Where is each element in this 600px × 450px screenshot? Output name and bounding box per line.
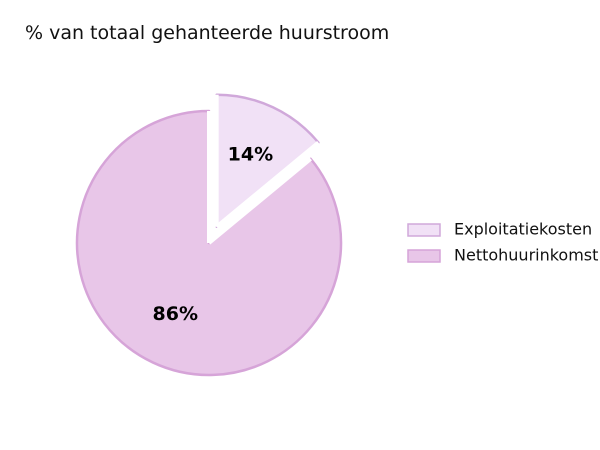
legend-label-exploitatiekosten: Exploitatiekosten	[454, 220, 592, 239]
pie-label-nettohuurinkomst: 86%	[153, 303, 198, 325]
legend-swatch-nettohuurinkomst	[407, 249, 441, 263]
chart-title: % van totaal gehanteerde huurstroom	[25, 22, 389, 44]
pie-label-exploitatiekosten: 14%	[228, 144, 273, 166]
legend-swatch-exploitatiekosten	[407, 223, 441, 237]
pie-slices	[75, 93, 343, 377]
legend: Exploitatiekosten Nettohuurinkomst	[407, 220, 598, 265]
legend-label-nettohuurinkomst: Nettohuurinkomst	[454, 246, 598, 265]
pie-slice-separator	[215, 141, 320, 229]
pie-labels: 14% 86%	[153, 144, 274, 326]
pie-slice-exploitatiekosten	[215, 93, 320, 228]
pie-slice-separator	[207, 157, 312, 245]
